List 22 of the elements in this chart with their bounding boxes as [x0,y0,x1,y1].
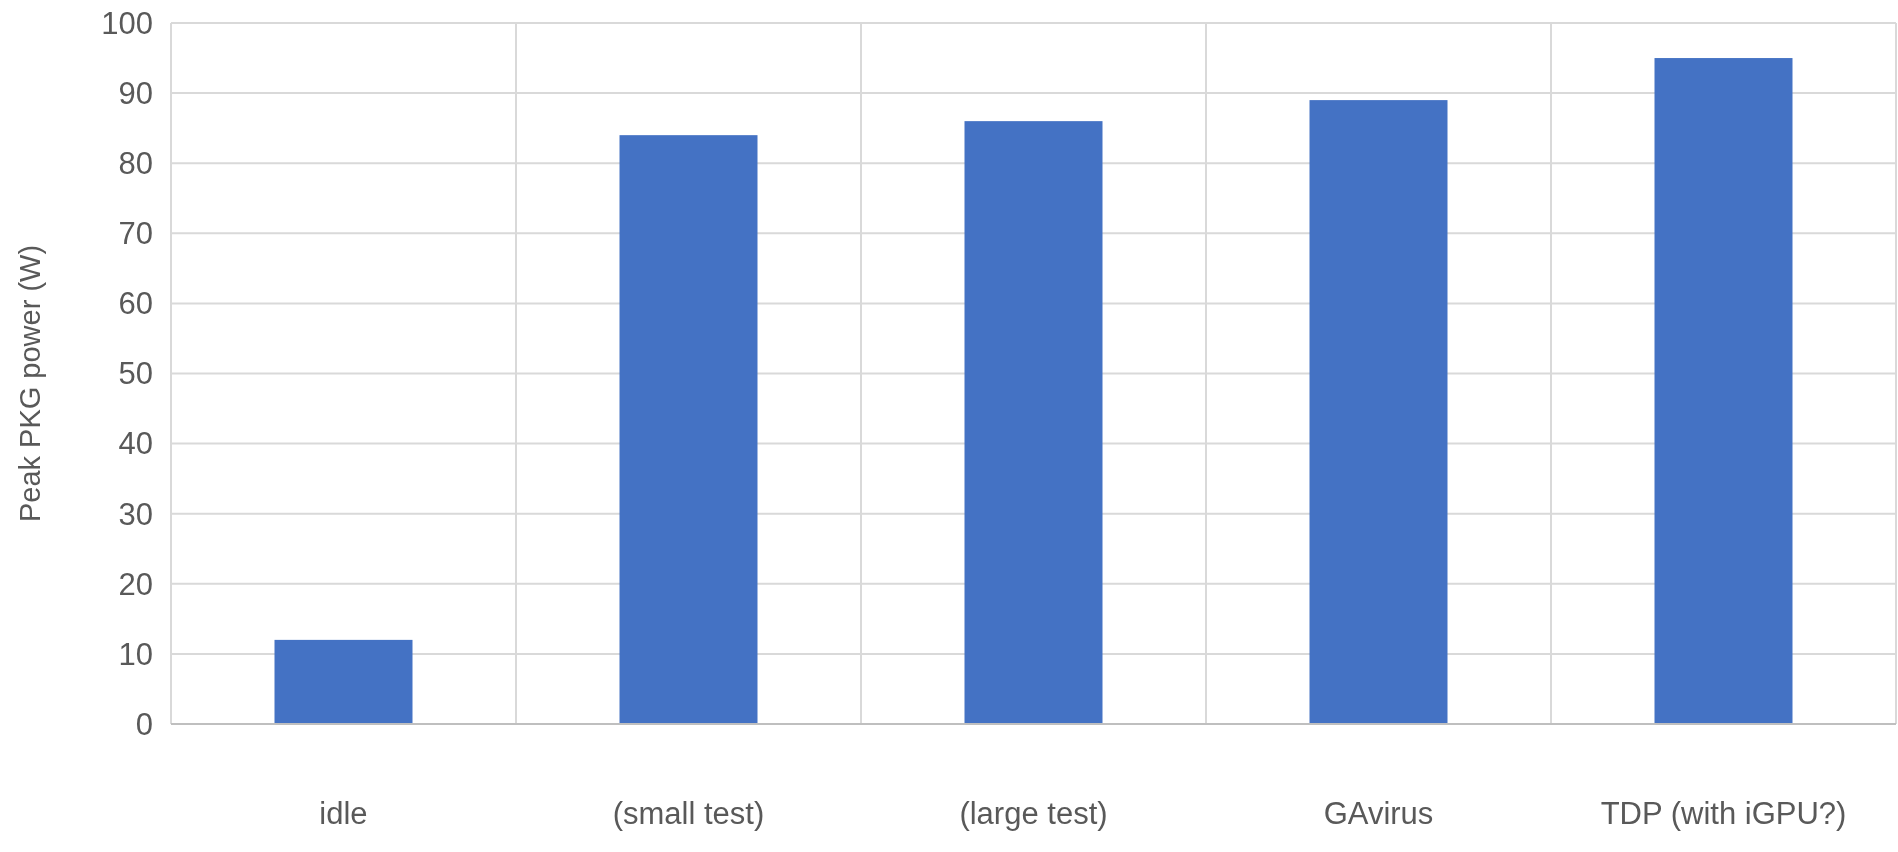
bar [1654,58,1793,724]
x-tick-label: GAvirus [1323,796,1434,831]
x-tick-label: idle [319,796,368,831]
bar [274,639,413,724]
y-tick-label: 70 [118,216,153,252]
y-axis-title: Peak PKG power (W) [14,244,46,523]
y-tick-label: 0 [135,706,153,742]
y-tick-label: 50 [118,356,153,392]
y-tick-label: 60 [118,286,153,322]
x-tick-label: (small test) [612,796,765,831]
y-tick-label: 30 [118,496,153,532]
bar [1309,100,1448,724]
y-tick-label: 10 [118,636,153,672]
x-tick-label: (large test) [959,796,1108,831]
bar [619,135,758,724]
y-tick-label: 90 [118,75,153,111]
y-tick-label: 100 [101,5,153,41]
y-tick-label: 40 [118,426,153,462]
y-tick-label: 80 [118,146,153,182]
y-tick-label: 20 [118,566,153,602]
bar [964,121,1103,724]
x-tick-label: TDP (with iGPU?) [1600,796,1847,831]
